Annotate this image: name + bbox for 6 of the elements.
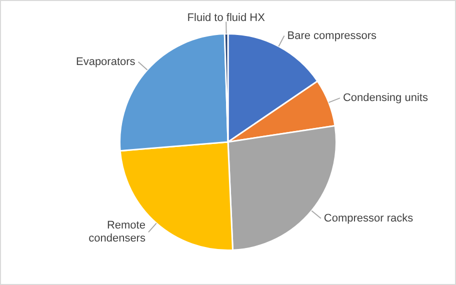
slice-label: Bare compressors: [287, 30, 378, 42]
slice-label: Condensing units: [342, 92, 428, 104]
slice-label: Fluid to fluid HX: [187, 12, 266, 24]
slice-label: Remote condensers: [88, 220, 146, 245]
slice-label: Evaporators: [76, 56, 136, 68]
slice-label: Compressor racks: [324, 212, 414, 224]
